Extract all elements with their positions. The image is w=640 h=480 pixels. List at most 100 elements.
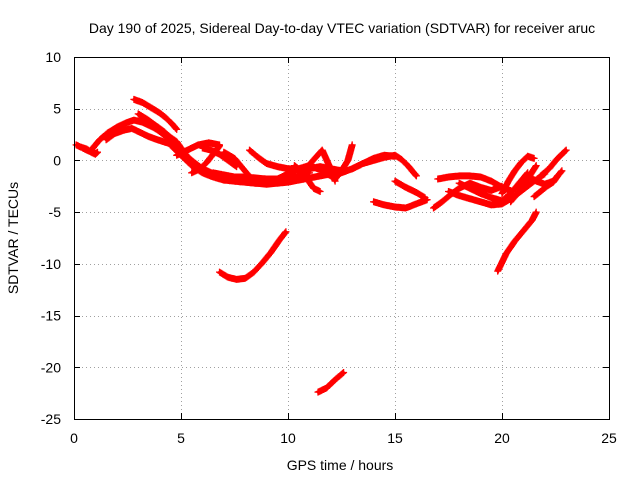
data-point: [256, 155, 260, 159]
data-point: [201, 146, 204, 150]
data-point: [284, 230, 288, 234]
data-point: [350, 143, 354, 147]
data-point: [286, 167, 290, 171]
x-tick-label: 10: [280, 430, 296, 446]
tick-labels: 0 5 10 15 20 25 10 5 0 -5 -10 -15 -20 -25: [41, 49, 617, 446]
series-arc-05: [130, 95, 181, 133]
data-point: [312, 187, 316, 190]
data-point: [393, 153, 397, 157]
data-point: [457, 181, 461, 185]
data-point: [382, 155, 386, 159]
data-point: [243, 180, 247, 184]
data-point: [156, 138, 159, 142]
data-point: [440, 200, 444, 204]
data-point: [74, 143, 78, 147]
data-point: [106, 131, 110, 134]
data-point: [423, 196, 427, 200]
y-tick-label: -20: [41, 359, 61, 375]
data-point: [190, 171, 194, 175]
data-point: [132, 98, 136, 101]
y-tick-label: 5: [53, 101, 61, 117]
data-point: [104, 138, 108, 142]
data-point: [192, 170, 196, 174]
data-point: [519, 161, 523, 164]
series-arc-21: [314, 369, 348, 396]
data-point: [404, 185, 408, 189]
data-point: [415, 191, 418, 194]
data-point: [500, 199, 504, 203]
data-point: [124, 121, 127, 125]
data-point: [115, 125, 119, 129]
data-point: [382, 203, 386, 207]
data-point: [513, 239, 517, 243]
data-point: [509, 192, 512, 195]
data-point: [468, 197, 472, 201]
data-point: [532, 157, 536, 160]
data-point: [286, 177, 290, 181]
y-axis-label: SDTVAR / TECUs: [5, 182, 21, 294]
data-series-layer: [72, 95, 570, 396]
y-tick-label: -25: [41, 411, 61, 427]
data-point: [517, 190, 521, 193]
data-point: [372, 200, 375, 204]
data-point: [190, 164, 194, 168]
data-point: [89, 148, 93, 152]
data-point: [98, 138, 102, 142]
series-arc-31: [498, 152, 538, 197]
data-point: [175, 127, 179, 131]
data-point: [222, 173, 226, 177]
data-point: [504, 252, 508, 255]
data-point: [468, 181, 472, 185]
data-point: [218, 144, 221, 148]
data-point: [147, 135, 151, 139]
data-point: [235, 278, 239, 281]
data-point: [222, 178, 226, 182]
data-point: [468, 187, 472, 190]
series-arc-32: [507, 162, 540, 206]
data-point: [393, 179, 397, 183]
series-arc-30: [494, 208, 540, 275]
data-point: [361, 162, 365, 165]
data-point: [141, 101, 144, 104]
data-point: [275, 165, 279, 169]
series-arc-19: [290, 162, 324, 195]
data-point: [275, 177, 279, 181]
data-point: [530, 219, 534, 222]
data-point: [243, 175, 247, 179]
data-point: [226, 275, 230, 279]
series-arc-22: [331, 141, 356, 183]
data-point: [318, 168, 322, 172]
data-point: [248, 148, 251, 152]
data-point: [457, 194, 461, 198]
data-point: [342, 371, 345, 374]
data-point: [81, 146, 84, 150]
y-tick-label: -10: [41, 256, 61, 272]
data-point: [171, 122, 174, 126]
data-point: [556, 157, 559, 160]
data-point: [333, 177, 337, 181]
data-point: [218, 270, 221, 274]
series-arc-34: [537, 146, 570, 180]
series-arc-15: [216, 228, 290, 283]
data-point: [243, 276, 247, 280]
x-axis-label: GPS time / hours: [287, 457, 394, 473]
data-point: [447, 175, 450, 179]
data-point: [265, 162, 268, 165]
data-point: [149, 106, 153, 110]
data-point: [320, 148, 324, 152]
data-point: [222, 150, 226, 154]
data-point: [457, 187, 461, 190]
data-point: [293, 164, 296, 168]
series-arc-23: [348, 151, 420, 180]
data-point: [201, 171, 204, 175]
data-point: [425, 198, 429, 202]
data-point: [447, 190, 450, 193]
data-point: [393, 205, 397, 209]
data-point: [226, 159, 230, 162]
data-point: [186, 148, 189, 152]
data-point: [252, 270, 256, 274]
data-point: [265, 179, 268, 183]
data-point: [333, 378, 337, 382]
series-arc-12: [198, 144, 241, 171]
